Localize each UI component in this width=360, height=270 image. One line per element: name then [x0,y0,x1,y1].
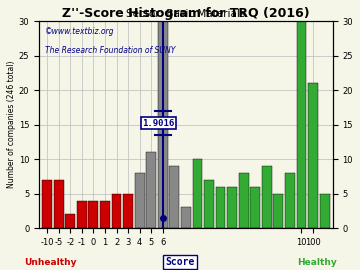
Bar [227,187,237,228]
Bar [285,173,295,228]
Bar [42,180,52,228]
Title: Z''-Score Histogram for TRQ (2016): Z''-Score Histogram for TRQ (2016) [62,7,310,20]
Bar [89,201,98,228]
Bar [54,180,64,228]
Bar [239,173,249,228]
Bar [66,214,75,228]
Text: Score: Score [165,257,195,267]
Bar [193,159,202,228]
Text: Sector: Basic Materials: Sector: Basic Materials [126,9,246,19]
Bar [146,152,156,228]
Bar [135,173,145,228]
Text: ©www.textbiz.org: ©www.textbiz.org [45,27,114,36]
Bar [204,180,214,228]
Text: Unhealthy: Unhealthy [24,258,77,267]
Bar [158,21,168,228]
Text: 1.9016: 1.9016 [142,119,174,128]
Text: The Research Foundation of SUNY: The Research Foundation of SUNY [45,46,175,55]
Bar [123,194,133,228]
Bar [250,187,260,228]
Bar [112,194,121,228]
Text: Healthy: Healthy [297,258,337,267]
Bar [216,187,225,228]
Y-axis label: Number of companies (246 total): Number of companies (246 total) [7,61,16,188]
Bar [262,166,272,228]
Bar [77,201,87,228]
Bar [274,194,283,228]
Bar [100,201,110,228]
Bar [170,166,179,228]
Bar [181,207,191,228]
Bar [297,21,306,228]
Bar [320,194,329,228]
Bar [308,83,318,228]
